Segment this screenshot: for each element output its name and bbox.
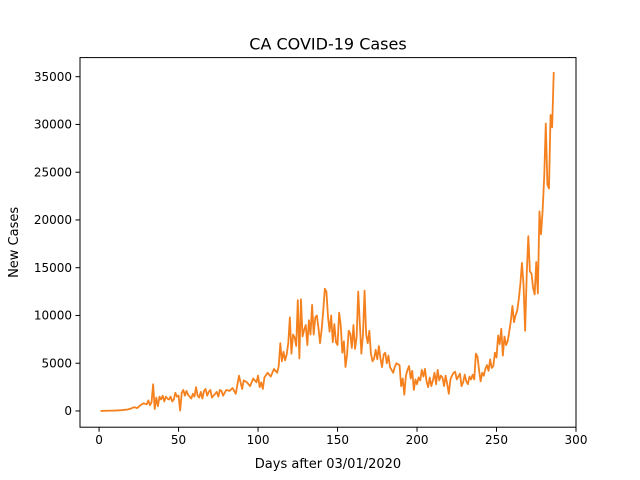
x-tick-label: 100 <box>247 433 270 447</box>
plot-frame <box>79 57 577 428</box>
y-tick-label: 20000 <box>34 213 72 227</box>
x-tick-label: 200 <box>406 433 429 447</box>
y-tick-label: 5000 <box>41 356 72 370</box>
y-axis-label: New Cases <box>7 207 22 278</box>
y-tick-label: 25000 <box>34 165 72 179</box>
x-tick-label: 300 <box>565 433 588 447</box>
x-axis-ticks: 0 50 100 150 200 250 300 <box>95 427 587 447</box>
x-tick-label: 0 <box>95 433 103 447</box>
y-tick-label: 0 <box>64 404 72 418</box>
series-line-0 <box>100 71 555 412</box>
x-tick-label: 150 <box>326 433 349 447</box>
plot-content <box>100 71 555 412</box>
y-tick-label: 35000 <box>34 70 72 84</box>
x-tick-label: 250 <box>485 433 508 447</box>
y-axis-ticks: 0 5000 10000 15000 20000 25000 30000 35000 <box>34 70 80 418</box>
x-tick-label: 50 <box>171 433 186 447</box>
chart-title: CA COVID-19 Cases <box>249 35 406 54</box>
x-axis-label: Days after 03/01/2020 <box>255 457 401 472</box>
y-tick-label: 10000 <box>34 309 72 323</box>
y-tick-label: 30000 <box>34 118 72 132</box>
y-tick-label: 15000 <box>34 261 72 275</box>
